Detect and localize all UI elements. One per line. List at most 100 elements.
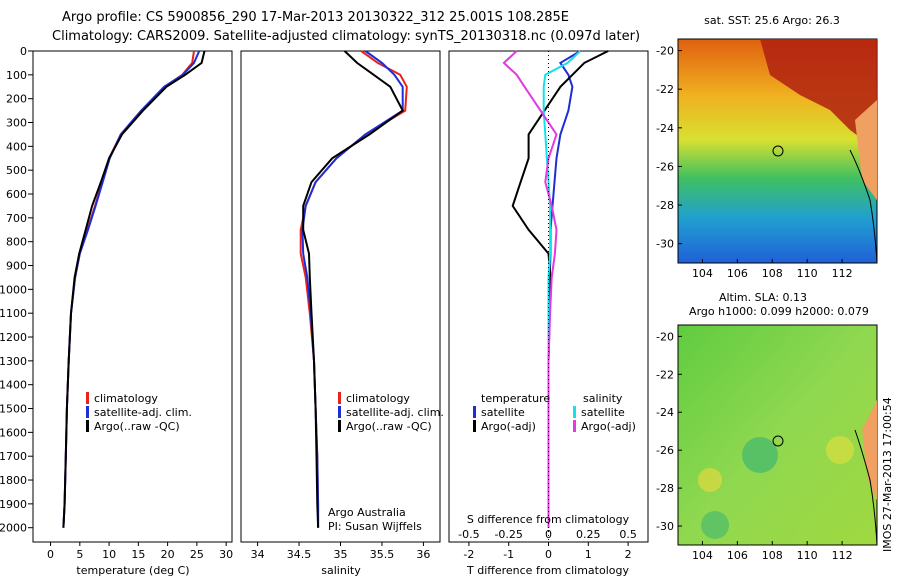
series-line-temperature-argo-adj-	[511, 50, 609, 528]
sla-anomaly-blob	[826, 436, 854, 464]
legend-label: climatology	[94, 392, 158, 405]
t-diff-xtick-label: 0	[545, 548, 552, 561]
map-xtick-label: 104	[692, 267, 713, 280]
map-xtick-label: 104	[692, 549, 713, 562]
t-diff-xtick-label: 2	[625, 548, 632, 561]
temperature-xlabel: temperature (deg C)	[76, 564, 189, 577]
legend-label: satellite-adj. clim.	[346, 406, 444, 419]
temperature-legend: climatology satellite-adj. clim. Argo(..…	[86, 392, 192, 433]
s-diff-xtick-label: 0.25	[576, 528, 601, 541]
depth-tick-label: 1500	[0, 403, 27, 416]
x-axes: 0 5 10 15 20 25 30 34 34.5 35 35.5 36 -2 -1 0 1 2 -0.5 -0.…	[47, 528, 637, 561]
legend-label: Argo(-adj)	[581, 420, 636, 433]
series-line-climatology	[62, 50, 195, 528]
series-line-temperature-satellite	[547, 50, 581, 528]
sla-anomaly-blob	[701, 511, 729, 539]
map-ytick-label: -28	[656, 199, 674, 212]
profile-lines	[62, 50, 609, 528]
map-xtick-label: 108	[762, 549, 783, 562]
sst-map: -20 -22 -24 -26 -28 -30 104 106 108 110 112	[656, 38, 878, 280]
depth-tick-label: 100	[6, 69, 27, 82]
coastline-contour	[849, 149, 878, 264]
salinity-xtick-label: 34.5	[287, 548, 312, 561]
sla-map-title1: Altim. SLA: 0.13	[719, 291, 807, 304]
figure-title-line2: Climatology: CARS2009. Satellite-adjuste…	[52, 29, 641, 44]
sst-map-title: sat. SST: 25.6 Argo: 26.3	[704, 14, 840, 27]
s-diff-xlabel: S difference from climatology	[467, 513, 630, 526]
depth-tick-label: 1800	[0, 474, 27, 487]
coastline-contour	[854, 429, 878, 546]
salinity-legend: climatology satellite-adj. clim. Argo(..…	[328, 392, 444, 533]
legend-label: climatology	[346, 392, 410, 405]
depth-tick-label: 1100	[0, 307, 27, 320]
temperature-xtick-label: 5	[76, 548, 83, 561]
depth-tick-label: 500	[6, 164, 27, 177]
legend-swatch-climatology	[338, 392, 341, 404]
salinity-xlabel: salinity	[321, 564, 361, 577]
depth-tick-label: 200	[6, 93, 27, 106]
map-xtick-label: 106	[727, 267, 748, 280]
map-ytick-label: -26	[656, 160, 674, 173]
map-ytick-label: -26	[656, 444, 674, 457]
legend-label: satellite-adj. clim.	[94, 406, 192, 419]
depth-tick-label: 700	[6, 212, 27, 225]
temperature-xtick-label: 20	[161, 548, 175, 561]
temperature-xtick-label: 30	[219, 548, 233, 561]
sla-anomaly-blob	[742, 437, 778, 473]
legend-swatch-argo	[338, 420, 341, 432]
legend-label: Argo(..raw -QC)	[346, 420, 432, 433]
s-diff-xtick-label: 0	[545, 528, 552, 541]
map-ytick-label: -30	[656, 520, 674, 533]
sla-anomaly-blob	[698, 468, 722, 492]
series-line-salinity-argo-adj-	[502, 50, 558, 528]
depth-tick-label: 1400	[0, 379, 27, 392]
legend-swatch-t-satellite	[473, 406, 476, 418]
sla-map-field	[677, 324, 878, 546]
map-xtick-label: 110	[797, 549, 818, 562]
map-ytick-label: -20	[656, 330, 674, 343]
temperature-xtick-label: 25	[190, 548, 204, 561]
map-xtick-label: 110	[797, 267, 818, 280]
legend-swatch-climatology	[86, 392, 89, 404]
temperature-xtick-label: 0	[47, 548, 54, 561]
depth-tick-label: 2000	[0, 522, 27, 535]
s-diff-xtick-label: 0.5	[619, 528, 637, 541]
map-ytick-label: -28	[656, 482, 674, 495]
t-diff-xlabel: T difference from climatology	[466, 564, 629, 577]
salinity-xtick-label: 35.5	[370, 548, 395, 561]
map-xtick-label: 112	[832, 267, 853, 280]
depth-axis: 0 100 200 300 400 500 600 700 800 900 1000 1100 1200…	[0, 45, 33, 535]
depth-tick-label: 900	[6, 260, 27, 273]
legend-s-title: salinity	[583, 392, 623, 405]
pi-note: PI: Susan Wijffels	[328, 520, 422, 533]
depth-tick-label: 1200	[0, 331, 27, 344]
argo-location-marker	[772, 145, 784, 157]
s-diff-xtick-label: -0.5	[458, 528, 479, 541]
series-line-argo-raw-qc-	[302, 50, 404, 528]
depth-tick-label: 1300	[0, 355, 27, 368]
map-ytick-label: -20	[656, 45, 674, 58]
legend-swatch-s-argo	[573, 420, 576, 432]
legend-swatch-argo	[86, 420, 89, 432]
map-xtick-label: 112	[832, 549, 853, 562]
timestamp-stamp: IMOS 27-Mar-2013 17:00:54	[881, 397, 894, 552]
map-xtick-label: 106	[727, 549, 748, 562]
land-coast	[862, 400, 877, 500]
legend-label: Argo(-adj)	[481, 420, 536, 433]
legend-label: satellite	[481, 406, 525, 419]
salinity-xtick-label: 35	[334, 548, 348, 561]
legend-swatch-satellite	[86, 406, 89, 418]
legend-swatch-s-satellite	[573, 406, 576, 418]
map-ytick-label: -24	[656, 122, 674, 135]
salinity-xtick-label: 36	[416, 548, 430, 561]
legend-label: Argo(..raw -QC)	[94, 420, 180, 433]
t-diff-xtick-label: -1	[503, 548, 514, 561]
legend-swatch-satellite	[338, 406, 341, 418]
legend-t-title: temperature	[481, 392, 550, 405]
argo-location-marker	[772, 435, 784, 447]
figure-title-line1: Argo profile: CS 5900856_290 17-Mar-2013…	[62, 10, 570, 25]
temperature-xtick-label: 10	[102, 548, 116, 561]
t-diff-xtick-label: 1	[585, 548, 592, 561]
difference-legend: temperature satellite Argo(-adj) salinit…	[473, 392, 636, 433]
depth-tick-label: 600	[6, 188, 27, 201]
